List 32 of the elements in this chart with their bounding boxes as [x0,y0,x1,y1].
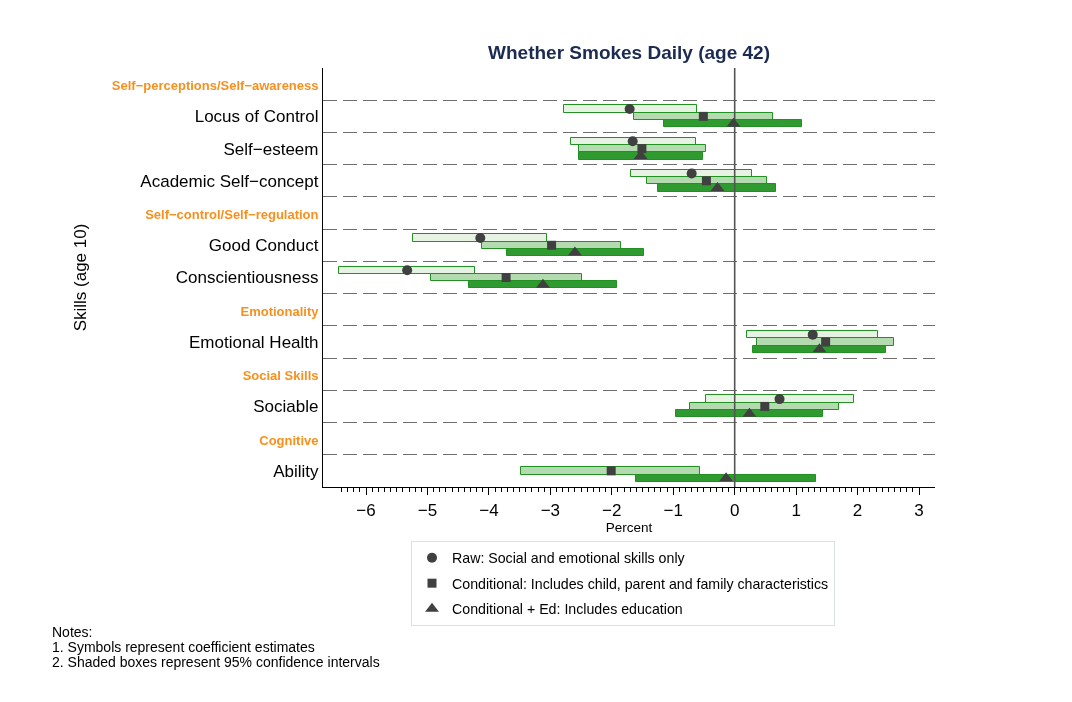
legend-label: Conditional: Includes child, parent and family characteristics [452,575,829,592]
y-tick-label: Sociable [253,397,319,417]
x-tick-label: 0 [729,500,740,520]
x-tick-label: 2 [852,500,863,520]
y-tick-label: Emotional Health [189,332,319,352]
text: 1. Symbols represent coefficient estimates [52,639,315,655]
y-tick-label: Social Skills [242,368,319,384]
y-tick-label: Conscientiousness [175,268,319,288]
y-tick-label: Self−control/Self−regulation [145,206,319,222]
x-tick-label: −6 [356,500,376,520]
y-tick-label: Locus of Control [194,107,319,127]
text: 2. Shaded boxes represent 95% confidence intervals [52,654,380,670]
x-tick-label: 1 [791,500,801,520]
x-tick-label: −3 [540,500,561,520]
x-tick-label: −4 [479,500,499,520]
y-tick-label: Self−esteem [223,139,319,159]
x-tick-label: −5 [417,500,438,520]
y-tick-label: Academic Self−concept [140,171,319,191]
x-tick-label: 3 [914,500,924,520]
text: Notes: [52,624,93,640]
legend-label: Conditional + Ed: Includes education [452,601,683,618]
chart-title: Whether Smokes Daily (age 42) [488,41,770,63]
y-axis-title: Skills (age 10) [71,223,91,332]
x-tick-label: −2 [602,500,622,520]
y-tick-label: Ability [273,461,319,481]
y-tick-label: Emotionality [240,303,320,319]
legend-label: Raw: Social and emotional skills only [452,550,686,567]
y-tick-label: Cognitive [259,432,319,448]
y-tick-label: Self−perceptions/Self−awareness [111,78,319,94]
x-axis-title: Percent [605,520,653,536]
y-tick-label: Good Conduct [208,236,319,256]
x-tick-label: −1 [663,500,683,520]
